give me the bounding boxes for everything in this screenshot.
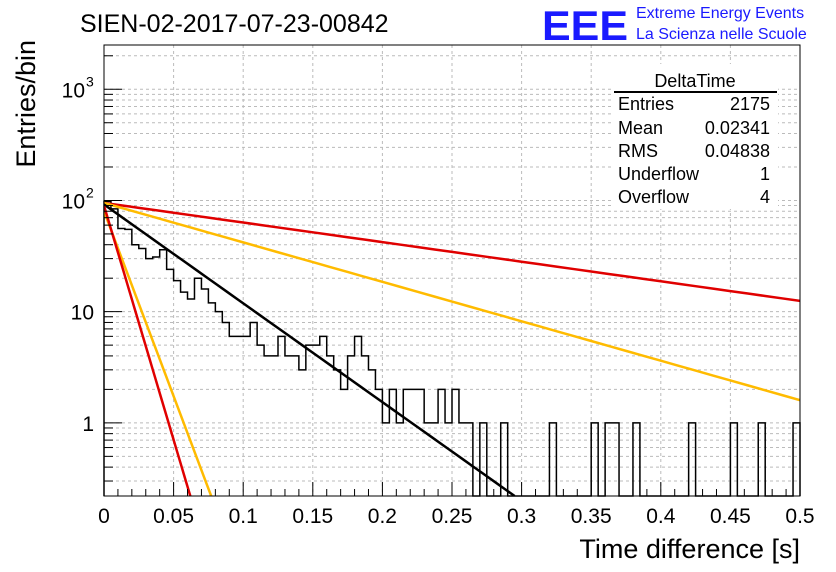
axis-ticks: 0 0.05 0.1 0.15 0.2 0.25 0.3 0.35 0.4 0.45 0.5 1 10 1… — [62, 55, 815, 528]
fit-curve-3 — [104, 210, 213, 496]
stats-value-entries: 2175 — [730, 94, 770, 114]
y-tick-exponent: 2 — [86, 184, 94, 200]
stats-label-entries: Entries — [618, 94, 674, 114]
x-tick-label: 0.25 — [432, 505, 473, 528]
stats-title: DeltaTime — [654, 71, 735, 91]
logo-line-1: Extreme Energy Events — [636, 5, 804, 22]
y-tick-label: 10 — [71, 302, 94, 325]
y-tick-label: 10 — [62, 190, 85, 213]
x-tick-label: 0.45 — [710, 505, 751, 528]
stats-label-rms: RMS — [618, 141, 658, 161]
y-tick-exponent: 3 — [86, 73, 94, 89]
y-tick-label: 1 — [82, 413, 94, 436]
stats-label-mean: Mean — [618, 118, 663, 138]
x-tick-label: 0.05 — [153, 505, 194, 528]
stats-box-background — [612, 64, 778, 209]
stats-label-overflow: Overflow — [618, 187, 690, 207]
x-tick-label: 0.35 — [571, 505, 612, 528]
stats-value-rms: 0.04838 — [705, 141, 770, 161]
logo-mark: EEE — [542, 2, 628, 49]
x-tick-label: 0.5 — [785, 505, 814, 528]
x-tick-label: 0.15 — [292, 505, 333, 528]
x-tick-label: 0 — [98, 505, 110, 528]
y-tick-label: 10 — [62, 79, 85, 102]
fit-curve-1 — [104, 201, 800, 402]
x-tick-label: 0.4 — [646, 505, 676, 528]
eee-logo: EEE Extreme Energy Events La Scienza nel… — [542, 2, 807, 49]
x-tick-label: 0.3 — [507, 505, 536, 528]
x-tick-label: 0.2 — [368, 505, 397, 528]
fit-curve-2 — [104, 203, 516, 496]
x-tick-label: 0.1 — [229, 505, 258, 528]
stats-box: DeltaTime Entries 2175 Mean 0.02341 RMS … — [612, 64, 778, 209]
fit-curve-0 — [104, 201, 800, 303]
stats-value-underflow: 1 — [760, 164, 770, 184]
stats-value-overflow: 4 — [760, 187, 770, 207]
logo-line-2: La Scienza nelle Scuole — [636, 26, 807, 43]
stats-value-mean: 0.02341 — [705, 118, 770, 138]
fit-curve-4 — [104, 205, 192, 496]
stats-label-underflow: Underflow — [618, 164, 700, 184]
y-axis-label: Entries/bin — [11, 40, 41, 168]
chart-title: SIEN-02-2017-07-23-00842 — [80, 10, 389, 38]
x-axis-label: Time difference [s] — [579, 534, 800, 564]
